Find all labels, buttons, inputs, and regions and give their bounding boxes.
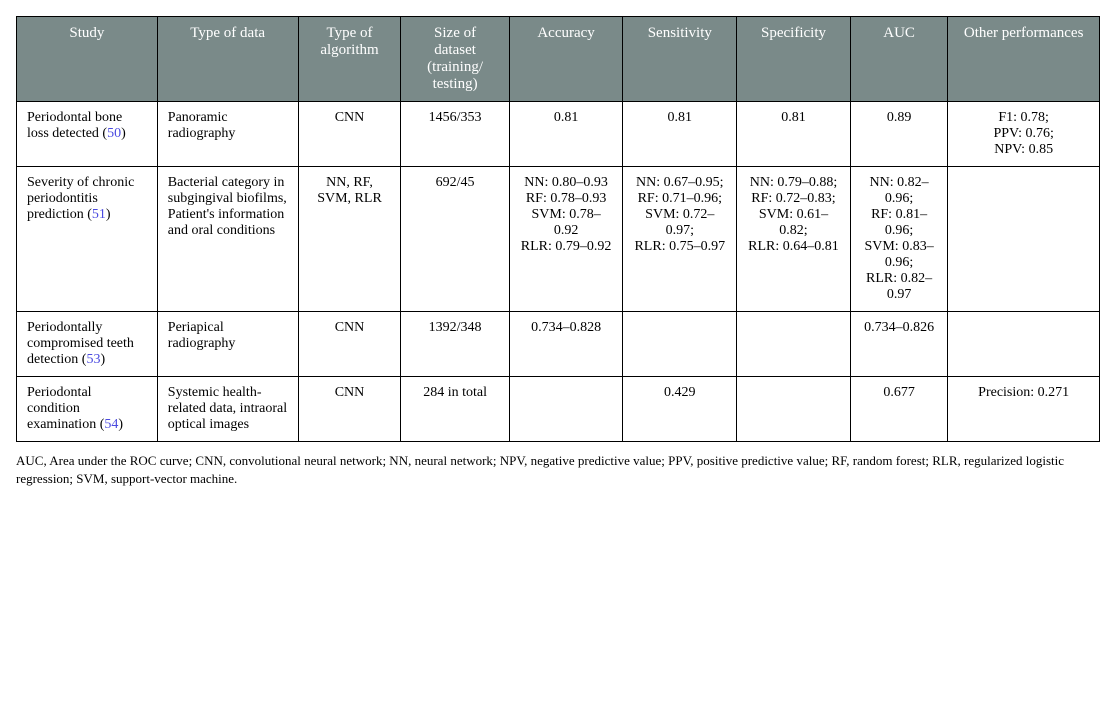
- table-header-row: StudyType of dataType of algorithmSize o…: [17, 17, 1100, 102]
- cell-other: Precision: 0.271: [948, 377, 1100, 442]
- cell-dataset: 1392/348: [401, 312, 509, 377]
- cell-study: Periodontal bone loss detected (50): [17, 102, 158, 167]
- cell-auc: NN: 0.82–0.96; RF: 0.81–0.96; SVM: 0.83–…: [850, 167, 947, 312]
- cell-other: [948, 167, 1100, 312]
- cell-algorithm: CNN: [298, 312, 401, 377]
- cell-accuracy: NN: 0.80–0.93 RF: 0.78–0.93 SVM: 0.78–0.…: [509, 167, 623, 312]
- cell-auc: 0.89: [850, 102, 947, 167]
- cell-type-of-data: Bacterial category in subgingival biofil…: [157, 167, 298, 312]
- cell-study: Periodontal condition examination (54): [17, 377, 158, 442]
- cell-type-of-data: Systemic health-related data, intraoral …: [157, 377, 298, 442]
- citation-ref[interactable]: 53: [86, 352, 100, 367]
- table-row: Periodontal bone loss detected (50)Panor…: [17, 102, 1100, 167]
- cell-specificity: 0.81: [737, 102, 851, 167]
- citation-ref[interactable]: 54: [104, 417, 118, 432]
- column-header: Type of algorithm: [298, 17, 401, 102]
- cell-dataset: 284 in total: [401, 377, 509, 442]
- cell-sensitivity: [623, 312, 737, 377]
- table-row: Severity of chronic periodontitis predic…: [17, 167, 1100, 312]
- cell-other: F1: 0.78; PPV: 0.76; NPV: 0.85: [948, 102, 1100, 167]
- table-row: Periodontally compromised teeth detectio…: [17, 312, 1100, 377]
- column-header: Type of data: [157, 17, 298, 102]
- column-header: Accuracy: [509, 17, 623, 102]
- cell-specificity: [737, 312, 851, 377]
- studies-table: StudyType of dataType of algorithmSize o…: [16, 16, 1100, 442]
- cell-sensitivity: NN: 0.67–0.95; RF: 0.71–0.96; SVM: 0.72–…: [623, 167, 737, 312]
- cell-sensitivity: 0.81: [623, 102, 737, 167]
- column-header: Study: [17, 17, 158, 102]
- cell-algorithm: NN, RF, SVM, RLR: [298, 167, 401, 312]
- table-row: Periodontal condition examination (54)Sy…: [17, 377, 1100, 442]
- cell-study: Periodontally compromised teeth detectio…: [17, 312, 158, 377]
- cell-algorithm: CNN: [298, 102, 401, 167]
- citation-ref[interactable]: 51: [92, 207, 106, 222]
- cell-accuracy: [509, 377, 623, 442]
- citation-ref[interactable]: 50: [107, 126, 121, 141]
- cell-auc: 0.677: [850, 377, 947, 442]
- column-header: Specificity: [737, 17, 851, 102]
- column-header: Size of dataset (training/ testing): [401, 17, 509, 102]
- cell-type-of-data: Periapical radiography: [157, 312, 298, 377]
- table-body: Periodontal bone loss detected (50)Panor…: [17, 102, 1100, 442]
- column-header: AUC: [850, 17, 947, 102]
- cell-accuracy: 0.81: [509, 102, 623, 167]
- cell-accuracy: 0.734–0.828: [509, 312, 623, 377]
- table-footnote: AUC, Area under the ROC curve; CNN, conv…: [16, 452, 1100, 487]
- cell-specificity: NN: 0.79–0.88; RF: 0.72–0.83; SVM: 0.61–…: [737, 167, 851, 312]
- cell-study: Severity of chronic periodontitis predic…: [17, 167, 158, 312]
- cell-other: [948, 312, 1100, 377]
- column-header: Other performances: [948, 17, 1100, 102]
- cell-dataset: 692/45: [401, 167, 509, 312]
- cell-sensitivity: 0.429: [623, 377, 737, 442]
- cell-algorithm: CNN: [298, 377, 401, 442]
- cell-auc: 0.734–0.826: [850, 312, 947, 377]
- cell-dataset: 1456/353: [401, 102, 509, 167]
- column-header: Sensitivity: [623, 17, 737, 102]
- cell-type-of-data: Panoramic radiography: [157, 102, 298, 167]
- cell-specificity: [737, 377, 851, 442]
